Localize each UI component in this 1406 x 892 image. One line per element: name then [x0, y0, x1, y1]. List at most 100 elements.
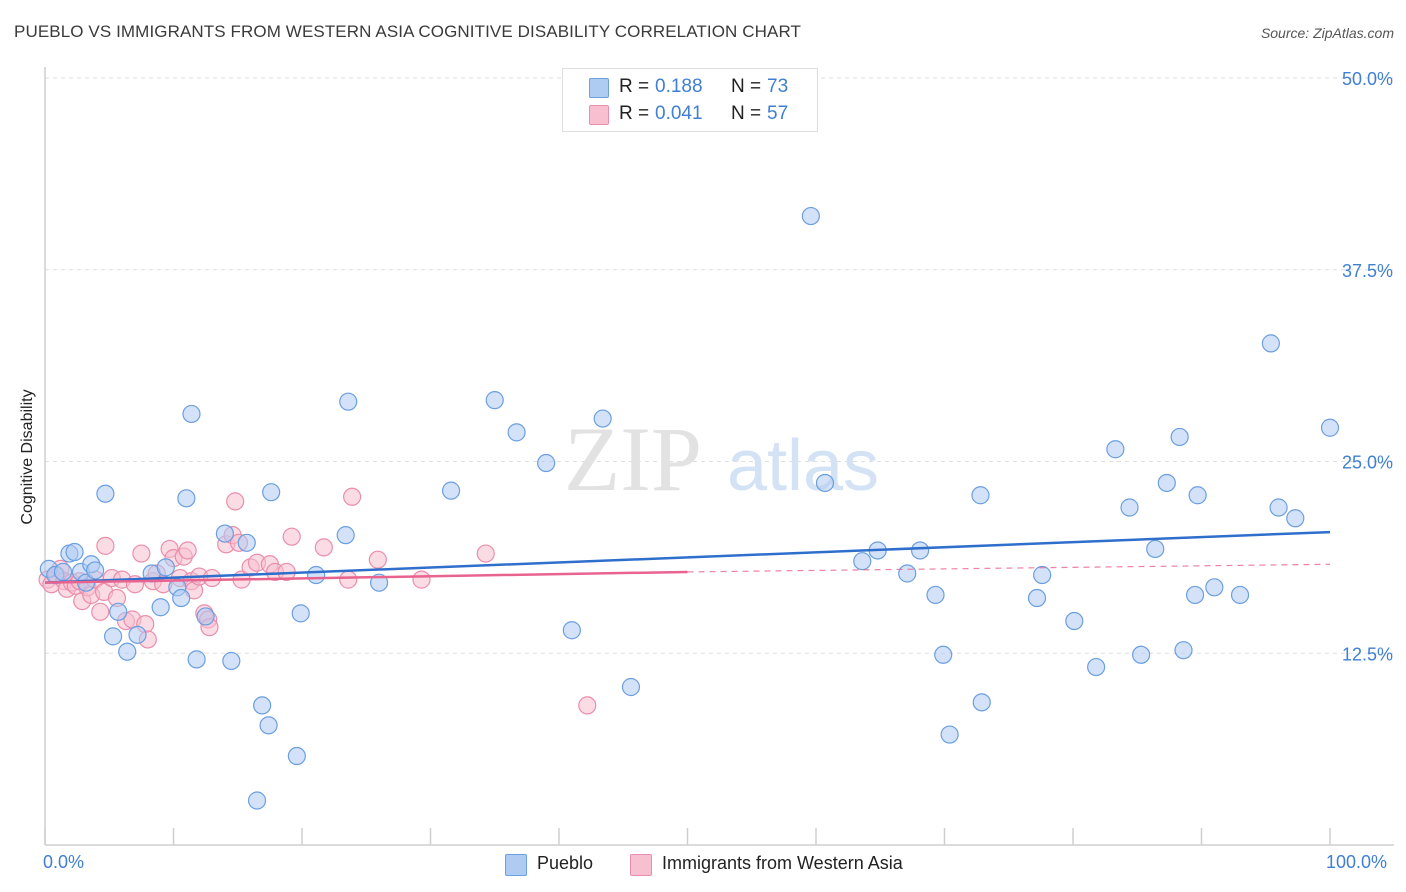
- legend-swatch-blue: [589, 78, 609, 98]
- blue-data-point: [621, 677, 641, 697]
- blue-data-point: [441, 481, 461, 500]
- blue-data-point: [222, 651, 241, 671]
- blue-data-point: [336, 526, 355, 545]
- blue-data-point: [1120, 498, 1139, 517]
- blue-data-point: [104, 627, 123, 646]
- blue-data-point: [1174, 641, 1193, 660]
- blue-data-point: [1106, 440, 1125, 459]
- y-tick-label: 37.5%: [1342, 261, 1393, 281]
- blue-data-point: [1188, 486, 1207, 505]
- pink-data-point: [578, 696, 597, 715]
- series-label-pueblo: Pueblo: [537, 853, 594, 873]
- blue-data-point: [307, 565, 326, 585]
- chart-title: PUEBLO VS IMMIGRANTS FROM WESTERN ASIA C…: [14, 22, 801, 41]
- legend-n-value: 57: [767, 103, 789, 124]
- blue-data-point: [65, 542, 84, 562]
- trend-lines: [44, 530, 1331, 584]
- legend-swatch-pink: [589, 105, 609, 125]
- blue-data-point: [128, 625, 147, 644]
- blue-data-point: [172, 588, 191, 608]
- legend-r-value: 0.041: [655, 103, 703, 124]
- x-min-label: 0.0%: [43, 852, 85, 872]
- y-axis-label: Cognitive Disability: [19, 389, 36, 525]
- pink-data-point: [314, 538, 333, 557]
- legend-r-label: R =: [619, 76, 650, 97]
- blue-data-point: [1185, 585, 1205, 605]
- pink-data-point: [343, 487, 362, 506]
- blue-data-point: [507, 423, 526, 442]
- blue-data-point: [196, 607, 215, 626]
- x-max-label: 100.0%: [1326, 852, 1388, 872]
- blue-data-point: [86, 561, 105, 580]
- legend-n-value: 73: [767, 76, 789, 97]
- blue-data-point: [926, 585, 945, 605]
- pink-data-point: [96, 536, 115, 555]
- blue-data-point: [537, 453, 556, 473]
- blue-data-point: [940, 725, 959, 744]
- legend-n-label: N =: [731, 103, 762, 124]
- pink-data-point: [202, 568, 222, 588]
- legend-row-pueblo: R = 0.188 N = 73: [563, 74, 817, 100]
- pink-data-point: [368, 550, 387, 569]
- blue-data-point: [187, 650, 206, 669]
- blue-data-point: [815, 473, 835, 493]
- legend-n-label: N =: [731, 76, 762, 97]
- blue-data-point: [853, 552, 872, 571]
- series-legend: Pueblo Immigrants from Western Asia: [505, 852, 925, 876]
- blue-data-point: [1261, 334, 1280, 353]
- blue-data-point: [1027, 588, 1047, 608]
- legend-r-value: 0.188: [655, 76, 703, 97]
- trend-line-western-asia-extension: [687, 563, 1331, 573]
- blue-data-point: [1230, 585, 1250, 605]
- series-swatch-pueblo: [505, 854, 527, 876]
- blue-data-point: [156, 558, 175, 577]
- blue-data-point: [215, 524, 234, 543]
- blue-data-point: [1205, 578, 1224, 597]
- blue-data-point: [1320, 418, 1340, 437]
- y-tick-label: 12.5%: [1342, 644, 1393, 664]
- blue-data-point: [1033, 565, 1052, 585]
- blue-data-point: [485, 391, 504, 410]
- blue-data-point: [1132, 645, 1151, 664]
- blue-data-point: [1269, 498, 1288, 517]
- series-swatch-western-asia: [630, 854, 652, 876]
- blue-data-point: [934, 645, 953, 664]
- pink-data-point: [476, 544, 495, 563]
- pink-data-point: [178, 541, 197, 560]
- trend-line-pueblo: [44, 530, 1331, 584]
- blue-data-point: [1170, 427, 1189, 447]
- blue-data-point: [971, 486, 990, 505]
- blue-data-point: [287, 746, 306, 766]
- blue-data-point: [151, 598, 170, 617]
- pink-data-point: [282, 527, 301, 546]
- blue-data-point: [972, 693, 991, 712]
- blue-data-point: [262, 483, 281, 502]
- blue-data-point: [339, 392, 358, 411]
- axis-layer: [44, 67, 1394, 846]
- blue-data-point: [910, 541, 930, 560]
- trend-line-western-asia: [44, 570, 688, 584]
- stats-legend: R = 0.188 N = 73 R = 0.041 N = 57: [562, 68, 818, 132]
- blue-data-point: [53, 562, 73, 582]
- y-tick-label: 50.0%: [1342, 69, 1393, 89]
- blue-data-point: [898, 564, 917, 583]
- blue-data-point: [118, 642, 137, 661]
- blue-data-point: [370, 573, 389, 592]
- blue-data-point: [109, 602, 128, 621]
- blue-data-point: [177, 489, 196, 508]
- pink-data-point: [226, 492, 245, 511]
- pink-data-point: [339, 570, 358, 589]
- legend-r-label: R =: [619, 103, 650, 124]
- blue-data-point: [1286, 509, 1305, 528]
- y-tick-label: 25.0%: [1342, 453, 1393, 473]
- blue-data-point: [182, 404, 201, 424]
- series-label-western-asia: Immigrants from Western Asia: [662, 853, 903, 873]
- blue-data-point: [1065, 611, 1084, 631]
- blue-data-point: [801, 206, 820, 226]
- blue-data-point: [259, 716, 278, 735]
- blue-data-point: [291, 604, 310, 623]
- blue-data-point: [1146, 539, 1165, 559]
- blue-data-point: [593, 409, 612, 428]
- pink-series-points: [38, 487, 597, 715]
